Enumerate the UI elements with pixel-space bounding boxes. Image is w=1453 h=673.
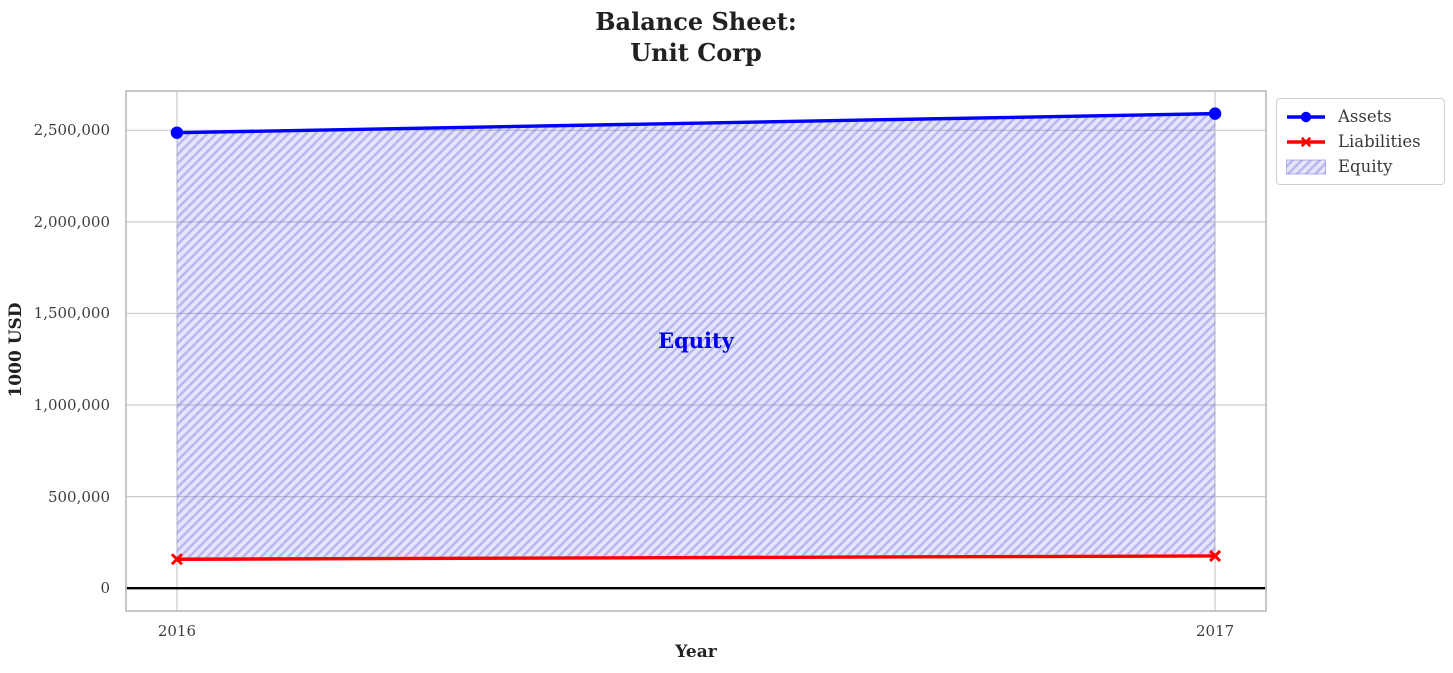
- x-axis-label: Year: [675, 642, 717, 662]
- liabilities-marker: [170, 553, 183, 566]
- assets-line: [176, 111, 1216, 135]
- legend-patch-sample: [1286, 159, 1326, 174]
- y-tick-label: 2,000,000: [33, 212, 110, 231]
- assets-marker: [1208, 107, 1222, 120]
- y-tick-label: 0: [100, 579, 110, 598]
- y-tick-label: 1,000,000: [33, 396, 110, 415]
- liabilities-marker: [1209, 549, 1222, 563]
- y-tick-label: 500,000: [47, 487, 110, 506]
- chart-title-line2: Unit Corp: [630, 38, 762, 67]
- legend-label: Assets: [1338, 107, 1392, 126]
- x-tick-label: 2016: [157, 622, 196, 640]
- legend-label: Liabilities: [1338, 132, 1421, 151]
- legend-line-sample: [1287, 111, 1325, 122]
- plot-area: Equity: [125, 90, 1267, 612]
- legend-item-assets: Assets: [1285, 107, 1436, 126]
- chart-title-line1: Balance Sheet:: [595, 7, 797, 36]
- legend-item-equity: Equity: [1285, 157, 1436, 176]
- x-tick-label: 2017: [1195, 622, 1235, 640]
- liabilities-line: [176, 554, 1216, 561]
- equity-annotation: Equity: [658, 328, 735, 353]
- y-tick-label: 1,500,000: [33, 304, 110, 323]
- legend: Assets Liabilities Equity: [1276, 98, 1445, 185]
- y-tick-label: 2,500,000: [33, 121, 110, 140]
- legend-item-liabilities: Liabilities: [1285, 132, 1436, 151]
- assets-marker: [170, 126, 184, 139]
- chart-title: Balance Sheet: Unit Corp: [125, 6, 1267, 68]
- legend-label: Equity: [1338, 157, 1393, 176]
- plot-border: [125, 90, 1267, 612]
- equity-area-hatch: [176, 113, 1216, 560]
- legend-line-sample: [1287, 136, 1325, 147]
